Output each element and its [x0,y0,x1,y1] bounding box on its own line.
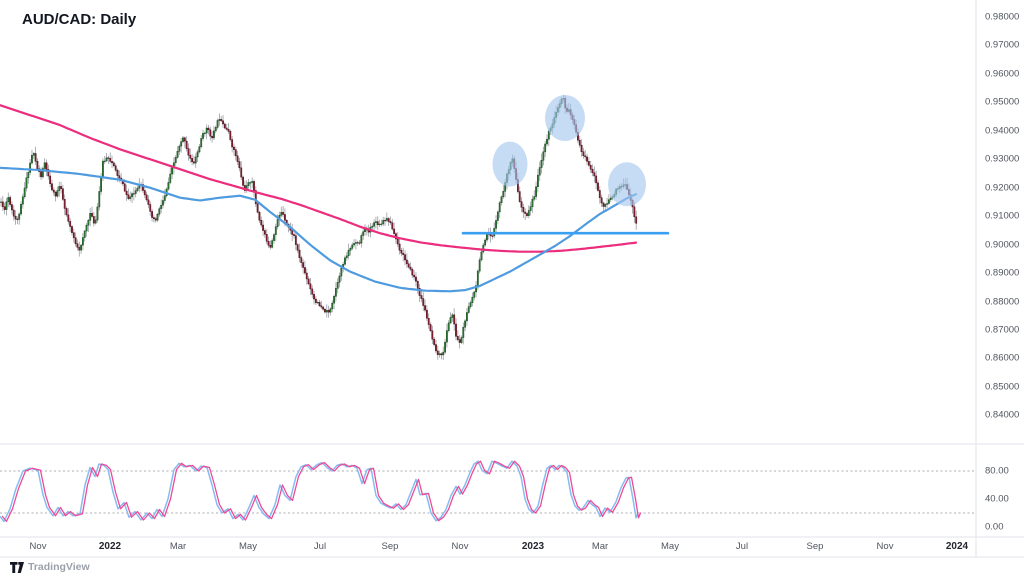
pattern-highlight-circles[interactable] [492,94,647,207]
tradingview-logo-text: TradingView [28,561,90,573]
price-axis-label: 0.91000 [985,210,1020,222]
price-axis-label: 0.92000 [985,182,1020,194]
stochastic-k-line[interactable] [0,460,639,523]
price-axis-label: 0.98000 [985,11,1020,23]
time-axis-month-label: Nov [876,541,894,552]
time-axis-month-label: May [661,541,679,552]
time-axis-year-label: 2022 [98,541,122,552]
price-axis-label: 0.88000 [985,296,1020,307]
indicator-axis-label: 0.00 [985,521,1004,533]
price-axis-label: 0.93000 [985,153,1020,165]
tradingview-logo[interactable]: TradingView [10,561,90,573]
price-axis-label: 0.86000 [985,352,1020,364]
stochastic-d-line[interactable] [1,460,642,523]
time-axis-month-label: Sep [381,541,399,552]
time-axis-month-label: May [239,541,257,552]
sma-fast-blue-line[interactable] [0,166,638,293]
price-axis-label: 0.85000 [985,381,1020,393]
panel-separators [0,0,1024,558]
price-axis-label: 0.97000 [985,39,1020,51]
price-axis-label: 0.84000 [985,409,1020,421]
pattern-circle-head[interactable] [545,94,585,141]
stochastic-lines [0,460,642,523]
candlestick-series [0,94,638,360]
time-axis-year-label: 2024 [945,541,969,552]
indicator-axis-label: 40.00 [985,493,1009,505]
time-axis-month-label: Jul [735,541,749,552]
price-axis-label: 0.94000 [985,125,1020,137]
price-axis-label: 0.87000 [985,324,1020,336]
time-axis-year-label: 2023 [521,541,545,552]
price-axis-label: 0.96000 [985,68,1020,80]
time-axis-month-label: Jul [313,541,327,552]
price-axis-label: 0.95000 [985,96,1020,108]
time-axis-month-label: Sep [806,541,824,552]
sma-slow-pink-line[interactable] [0,104,638,253]
time-axis-month-label: Nov [451,541,469,552]
time-axis-month-label: Mar [591,541,609,552]
pattern-circle-right-shoulder[interactable] [608,162,646,207]
time-axis-month-label: Nov [29,541,47,552]
tradingview-icon [10,561,24,573]
stoch-gridlines [0,470,976,514]
pattern-circle-left-shoulder[interactable] [492,141,528,187]
symbol-title: AUD/CAD: Daily [22,11,137,28]
price-axis-label: 0.90000 [985,239,1020,251]
price-axis-label: 0.89000 [985,267,1020,279]
time-axis-month-label: Mar [169,541,187,552]
indicator-axis-label: 80.00 [985,465,1009,477]
